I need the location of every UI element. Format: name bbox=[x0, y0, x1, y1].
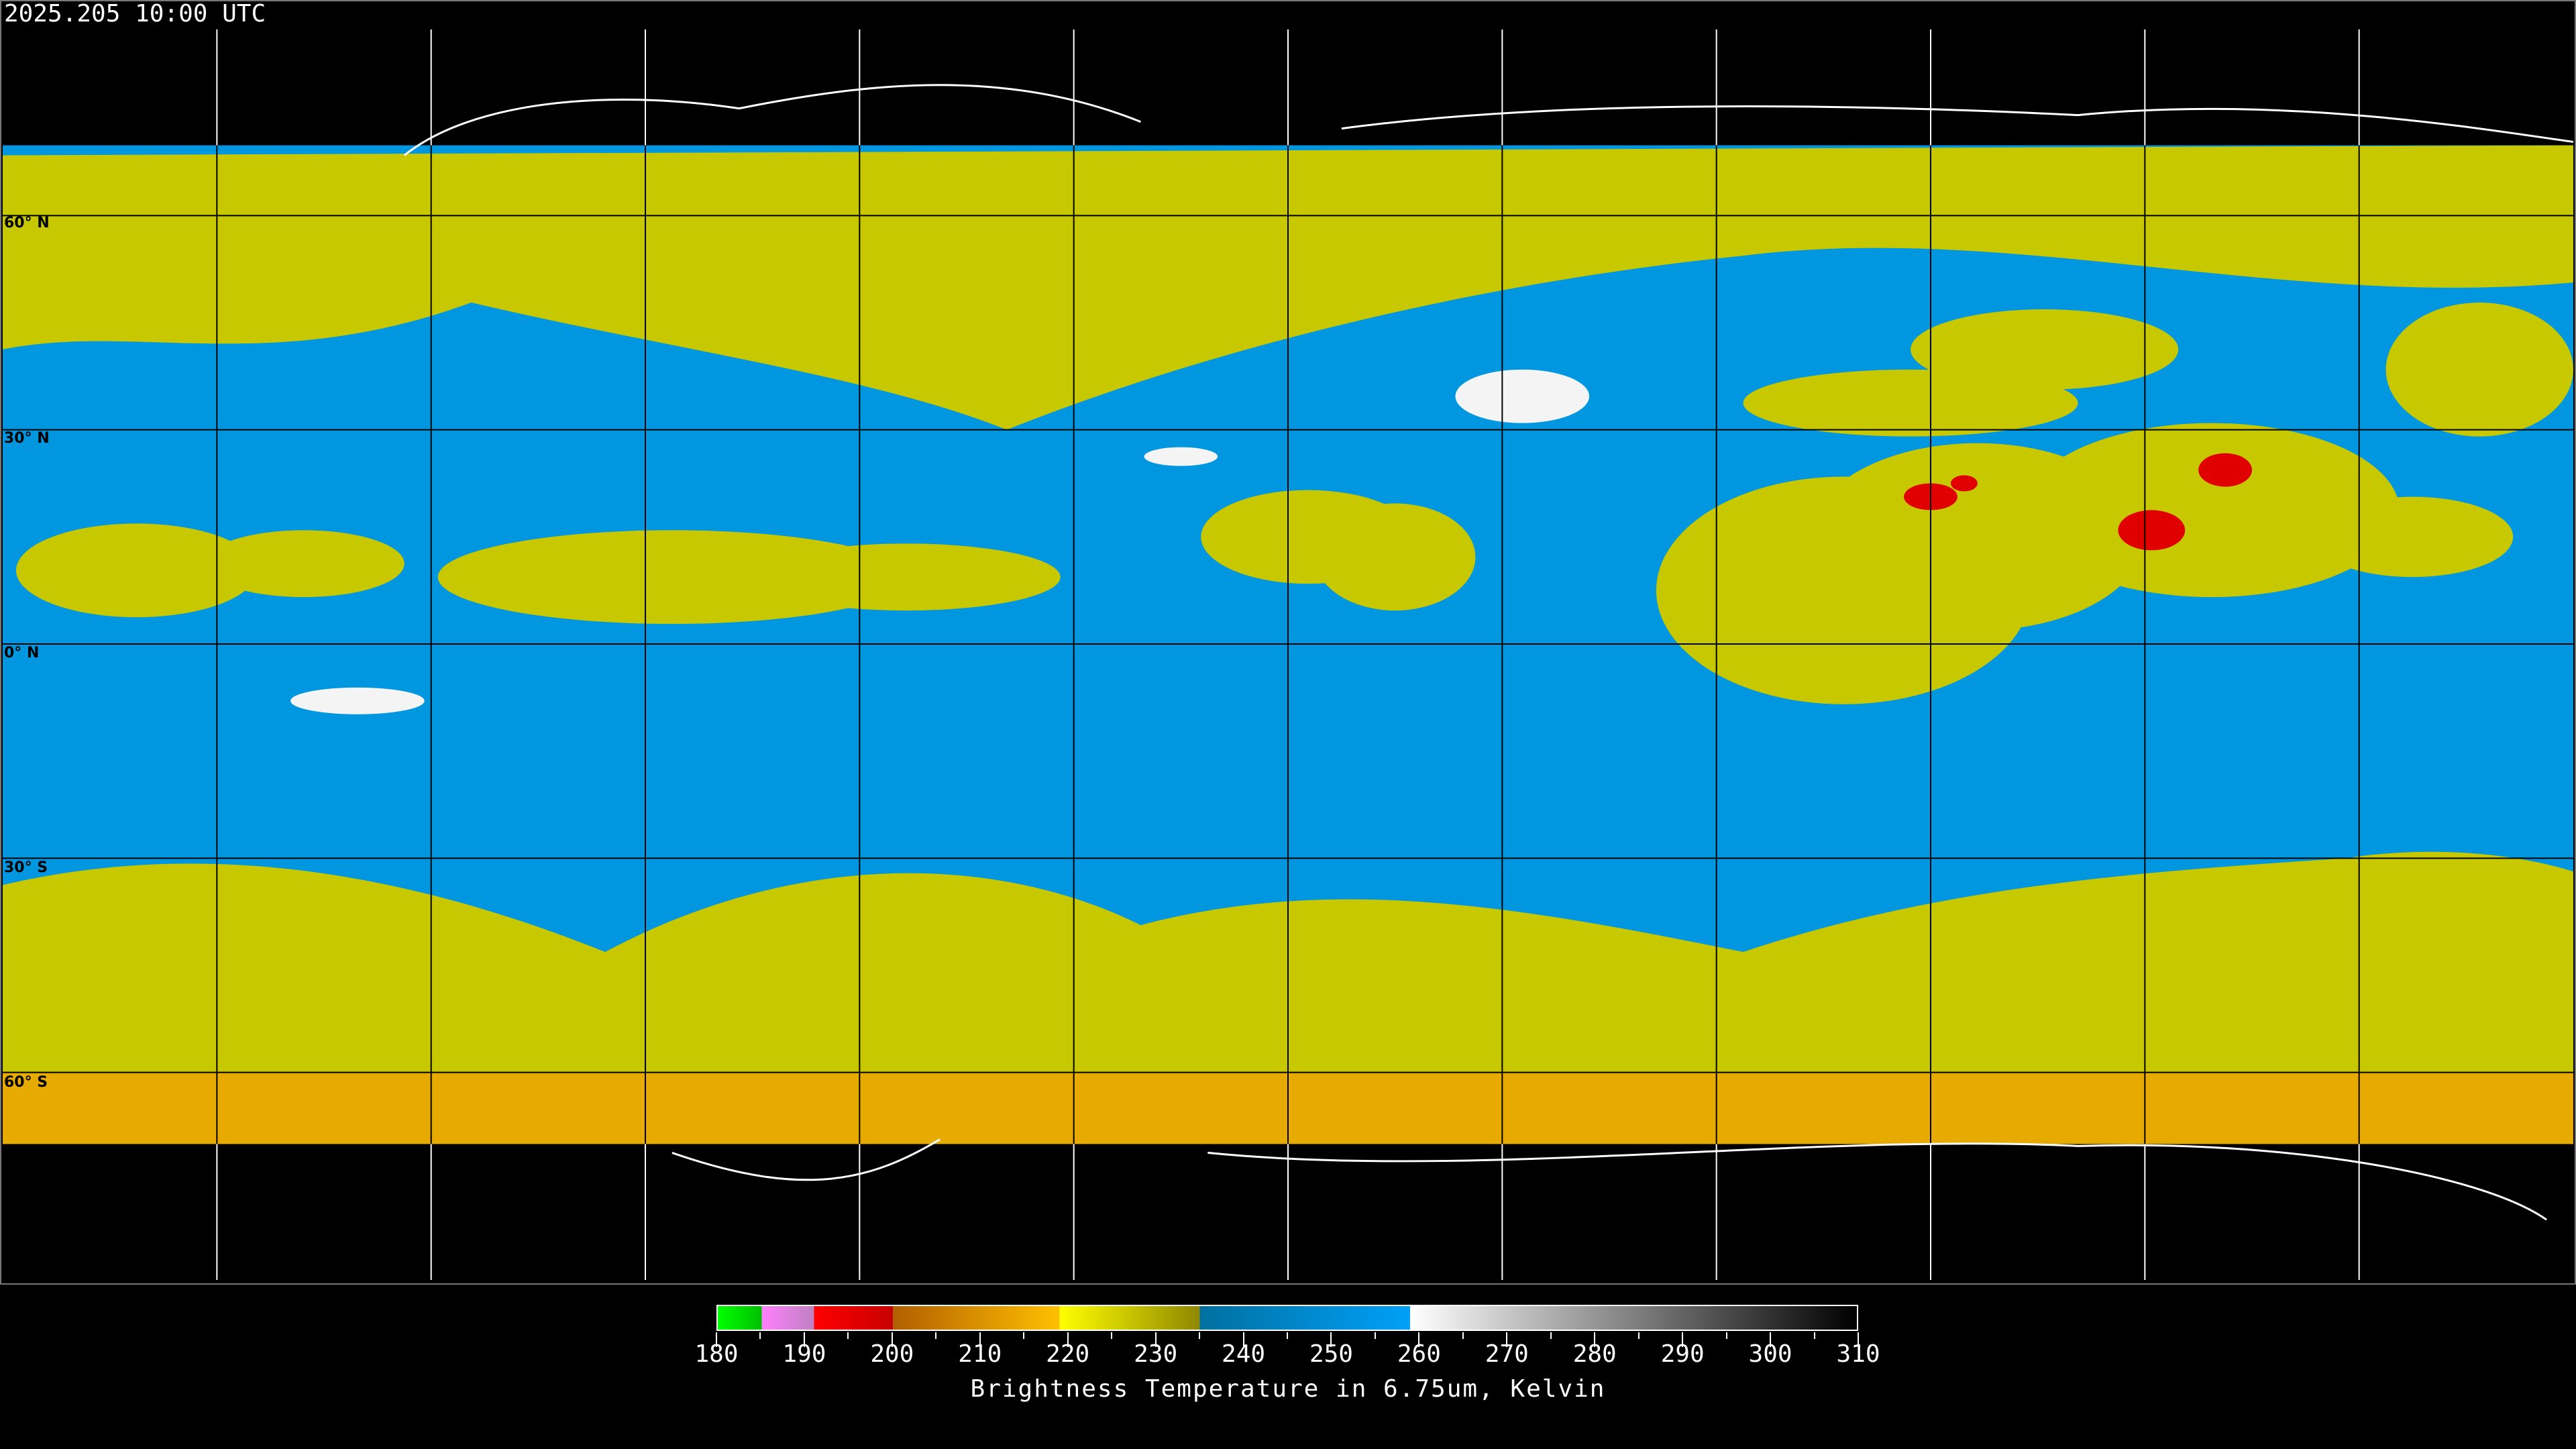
colorbar-title: Brightness Temperature in 6.75um, Kelvin bbox=[970, 1375, 1606, 1403]
convective-cluster bbox=[437, 530, 907, 625]
colorbar-tick-label: 290 bbox=[1660, 1340, 1705, 1368]
colorbar-tick bbox=[1242, 1332, 1244, 1347]
colorbar-tick bbox=[1638, 1332, 1640, 1339]
colorbar-tick-label: 300 bbox=[1748, 1340, 1792, 1368]
dry-air-spot bbox=[1455, 369, 1590, 423]
lat-label-60n: 60° N bbox=[4, 215, 50, 231]
cold-cloud-top bbox=[1950, 475, 1978, 492]
colorbar-tick-label: 220 bbox=[1046, 1340, 1090, 1368]
colorbar-tick-label: 240 bbox=[1222, 1340, 1266, 1368]
colorbar bbox=[716, 1305, 1858, 1331]
satellite-map bbox=[0, 0, 2576, 1285]
colorbar-tick bbox=[803, 1332, 805, 1347]
colorbar-tick-label: 250 bbox=[1309, 1340, 1353, 1368]
colorbar-tick bbox=[1770, 1332, 1772, 1347]
colorbar-tick bbox=[847, 1332, 849, 1339]
colorbar-tick bbox=[1550, 1332, 1552, 1339]
lat-label-0n: 0° N bbox=[4, 645, 40, 661]
colorbar-tick bbox=[1199, 1332, 1201, 1339]
arctic-coastline bbox=[403, 84, 2574, 156]
colorbar-tick bbox=[1023, 1332, 1025, 1339]
colorbar-tick-label: 180 bbox=[694, 1340, 739, 1368]
colorbar-tick bbox=[1330, 1332, 1332, 1347]
colorbar-tick bbox=[979, 1332, 981, 1347]
colorbar-tick bbox=[1813, 1332, 1815, 1339]
water-vapor-imagery bbox=[3, 1, 2574, 1285]
colorbar-tick bbox=[716, 1332, 717, 1347]
colorbar-tick bbox=[1462, 1332, 1464, 1339]
colorbar-tick-label: 200 bbox=[870, 1340, 914, 1368]
convective-cluster bbox=[203, 530, 405, 598]
colorbar-tick-label: 310 bbox=[1836, 1340, 1880, 1368]
convective-cluster bbox=[2024, 423, 2400, 598]
convective-cluster bbox=[1911, 309, 2179, 390]
cold-cloud-top bbox=[2118, 510, 2186, 551]
colorbar-tick-label: 190 bbox=[782, 1340, 826, 1368]
colorbar-tick bbox=[935, 1332, 937, 1339]
colorbar-tick bbox=[1155, 1332, 1157, 1347]
convective-cluster bbox=[15, 523, 258, 618]
antarctic-coastline bbox=[672, 1138, 2547, 1221]
colorbar-tick bbox=[1858, 1332, 1859, 1347]
colorbar-tick bbox=[1594, 1332, 1596, 1347]
colorbar-tick-label: 210 bbox=[958, 1340, 1002, 1368]
colorbar-tick bbox=[1682, 1332, 1684, 1347]
convective-cluster bbox=[2385, 303, 2573, 437]
lat-label-30s: 30° S bbox=[4, 859, 48, 876]
colorbar-tick bbox=[1111, 1332, 1113, 1339]
colorbar-tick bbox=[1287, 1332, 1288, 1339]
lat-label-60s: 60° S bbox=[4, 1074, 48, 1091]
colorbar-tick bbox=[1506, 1332, 1508, 1347]
colorbar-tick-label: 260 bbox=[1397, 1340, 1441, 1368]
cold-cloud-top bbox=[2198, 453, 2252, 487]
colorbar-tick bbox=[1374, 1332, 1376, 1339]
colorbar-tick bbox=[1418, 1332, 1420, 1347]
colorbar-tick bbox=[1725, 1332, 1727, 1339]
dry-air-spot bbox=[290, 687, 425, 714]
colorbar-tick-label: 280 bbox=[1572, 1340, 1617, 1368]
dry-air-spot bbox=[1144, 447, 1218, 466]
convective-cluster bbox=[752, 543, 1061, 611]
convective-cluster bbox=[1314, 503, 1476, 611]
colorbar-tick-label: 270 bbox=[1485, 1340, 1529, 1368]
colorbar-tick bbox=[1067, 1332, 1069, 1347]
colorbar-tick bbox=[759, 1332, 761, 1339]
colorbar-tick-label: 230 bbox=[1134, 1340, 1178, 1368]
lat-label-30n: 30° N bbox=[4, 430, 50, 447]
timestamp: 2025.205 10:00 UTC bbox=[4, 0, 266, 28]
colorbar-tick bbox=[891, 1332, 893, 1347]
convective-cluster bbox=[2312, 496, 2514, 578]
